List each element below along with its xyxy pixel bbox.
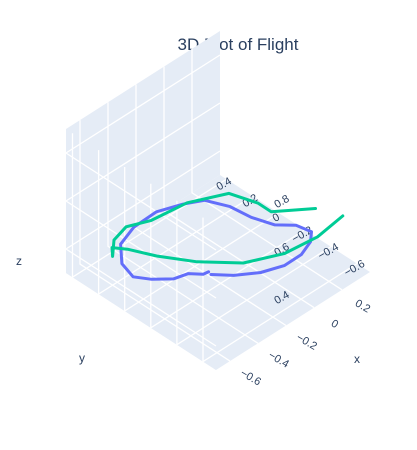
x-tick-label: −0.6 <box>238 367 263 388</box>
x-tick-label: −0.4 <box>266 349 291 370</box>
gridline-y <box>176 200 332 346</box>
series-line-2 <box>110 191 345 265</box>
x-axis-title: x <box>354 352 360 366</box>
gridline-x <box>79 120 231 362</box>
gridline-z <box>64 102 221 299</box>
gridline-z <box>64 150 221 347</box>
x-tick-label: 0.2 <box>353 298 372 316</box>
gridline-x <box>191 48 343 291</box>
gridline-z <box>64 54 221 251</box>
gridline-y <box>150 183 306 329</box>
gridline-x <box>135 84 287 327</box>
y-tick-label: 0 <box>271 211 282 224</box>
gridline-y <box>202 217 358 363</box>
z-axis-title: z <box>16 254 22 268</box>
floor-pane <box>66 175 370 370</box>
scene[interactable]: −0.6−0.4−0.200.2−0.6−0.4−0.200.20.40.40.… <box>16 31 372 388</box>
x-tick-label: 0 <box>329 318 340 331</box>
gridline-y <box>97 150 253 296</box>
gridline-y <box>124 167 280 313</box>
y-axis-title: y <box>79 351 85 365</box>
gridline-x <box>107 102 259 344</box>
x-tick-label: −0.2 <box>294 332 319 353</box>
z-tick-label: 0.8 <box>272 193 291 211</box>
gridline-y <box>71 133 227 279</box>
